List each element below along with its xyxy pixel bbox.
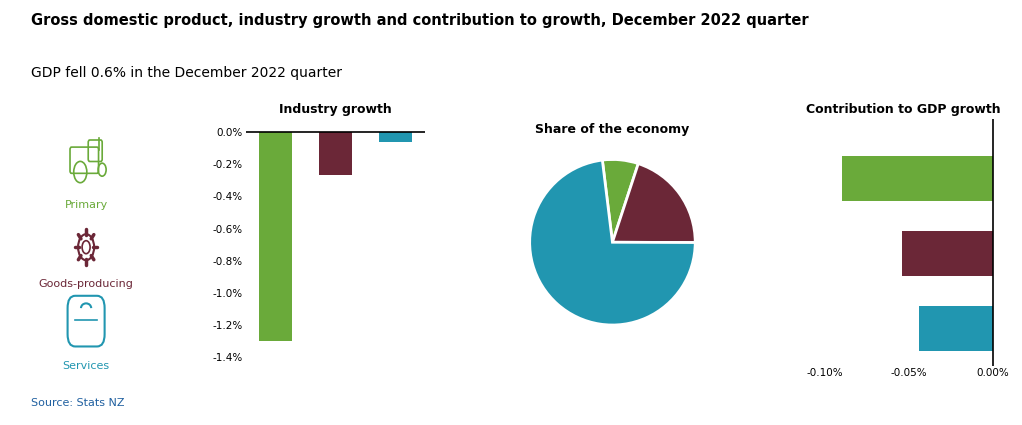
Text: Goods-producing: Goods-producing — [39, 279, 134, 289]
Bar — [379, 132, 412, 142]
Text: Gross domestic product, industry growth and contribution to growth, December 202: Gross domestic product, industry growth … — [31, 13, 808, 28]
Bar — [319, 132, 352, 176]
Text: Primary: Primary — [64, 200, 107, 210]
Text: Source: Stats NZ: Source: Stats NZ — [31, 398, 124, 408]
Bar — [260, 132, 292, 341]
Wedge shape — [529, 160, 695, 325]
Wedge shape — [612, 164, 695, 243]
Bar — [842, 156, 993, 201]
Title: Industry growth: Industry growth — [279, 103, 391, 116]
Text: Services: Services — [62, 360, 109, 371]
Wedge shape — [602, 159, 639, 242]
Text: GDP fell 0.6% in the December 2022 quarter: GDP fell 0.6% in the December 2022 quart… — [31, 66, 341, 80]
Bar — [902, 231, 993, 276]
Bar — [919, 306, 993, 351]
Title: Contribution to GDP growth: Contribution to GDP growth — [806, 103, 1001, 116]
Title: Share of the economy: Share of the economy — [536, 123, 690, 136]
